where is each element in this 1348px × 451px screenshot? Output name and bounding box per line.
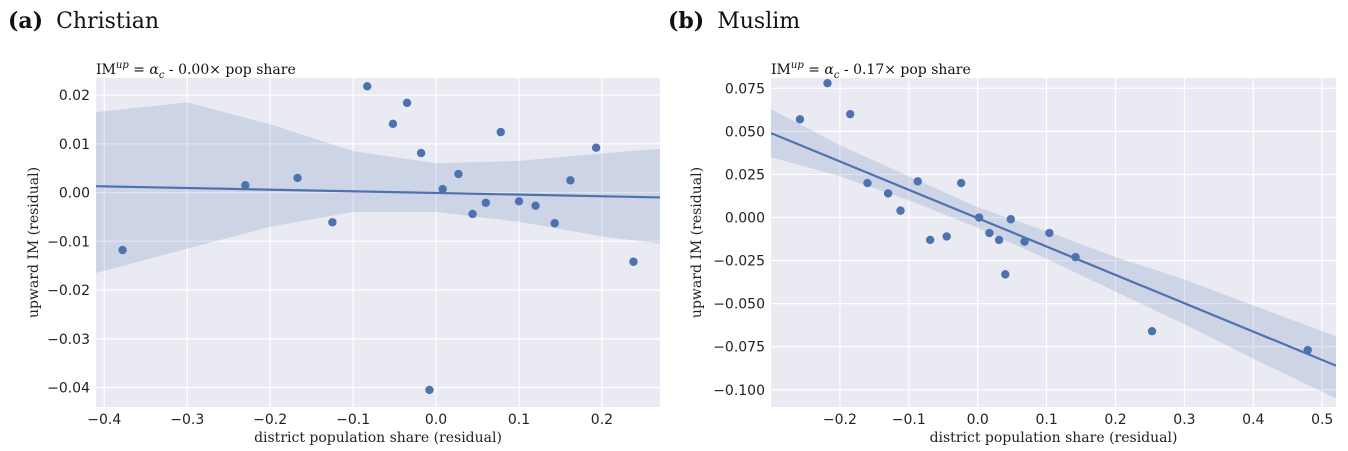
y-tick-label: 0.01 [59,137,90,153]
data-point [974,213,984,222]
data-point [468,209,477,219]
panel-a-title: (a) Christian [8,8,159,34]
y-tick-label: 0.02 [59,88,90,104]
data-point [241,181,250,190]
data-point [1006,215,1015,224]
y-tick-label: 0.025 [725,167,765,183]
y-tick-label: 0.050 [725,124,765,140]
x-tick-label: −0.2 [253,412,287,428]
x-tick-label: 0.0 [967,412,989,428]
x-tick-label: 0.2 [1104,412,1126,428]
data-point [293,173,302,183]
plot-area [96,78,660,407]
data-point [388,119,398,129]
data-point [481,198,491,207]
data-point [1071,252,1080,262]
panel-b-title: (b) Muslim [668,8,800,34]
x-tick-label: −0.1 [336,412,370,428]
x-tick-label: −0.2 [823,412,857,428]
panel-b-name: Muslim [717,9,800,34]
data-point [425,385,434,395]
data-point [883,189,893,198]
data-point [913,177,922,186]
data-point [994,235,1004,245]
x-tick-label: 0.2 [591,412,613,428]
data-point [591,143,601,152]
confidence-band [771,109,1336,399]
data-point [402,98,412,108]
data-point [363,82,372,91]
y-tick-label: −0.050 [713,297,765,313]
y-tick-label: −0.075 [713,340,765,356]
x-tick-label: −0.4 [87,412,121,428]
data-point [514,197,524,206]
x-tick-label: 0.5 [1311,412,1333,428]
regression-line [771,132,1336,367]
regression-annotation: IMup = αc - 0.00× pop share [96,60,296,81]
data-point [416,148,426,158]
data-point [1303,345,1312,355]
x-tick-label: 0.4 [1242,412,1264,428]
regression-annotation: IMup = αc - 0.17× pop share [771,60,971,81]
regression-line [96,185,660,199]
y-axis-label: upward IM (residual) [26,167,42,318]
y-tick-label: 0.075 [725,81,765,97]
y-tick-label: −0.03 [47,332,90,348]
data-point [454,169,463,179]
data-point [985,228,994,238]
data-point [118,245,127,255]
chart-panel-muslim: −0.2 −0.1 0.0 0.1 0.2 0.3 0.4 0.5 0.075 0.050 0.02… [689,60,1336,446]
x-tick-label: 0.3 [1173,412,1195,428]
confidence-band [96,102,660,274]
y-tick-label: −0.02 [47,283,90,299]
data-point [438,184,447,194]
y-axis-label: upward IM (residual) [689,167,705,318]
data-point [531,201,540,210]
data-point [496,127,505,137]
x-tick-label: −0.1 [892,412,926,428]
x-tick-label: 0.0 [425,412,447,428]
data-point [823,78,832,88]
data-point [795,115,805,124]
data-point [550,219,559,228]
panel-b-label: (b) [668,8,704,34]
data-point [956,178,966,188]
data-point [846,109,855,119]
x-tick-label: −0.3 [170,412,204,428]
y-tick-label: −0.100 [713,383,765,399]
data-point [328,218,337,227]
x-axis-label: district population share (residual) [930,430,1178,446]
data-point [925,235,935,245]
data-point [942,232,951,241]
x-tick-label: 0.1 [508,412,530,428]
y-tick-label: −0.01 [47,234,90,250]
panel-a-label: (a) [8,8,43,34]
data-point [566,176,575,185]
x-tick-label: 0.1 [1035,412,1057,428]
y-tick-label: −0.025 [713,254,765,270]
data-point [629,257,638,266]
data-point [863,178,872,188]
panel-a-name: Christian [56,9,159,34]
data-point [1147,327,1157,336]
data-point [1001,270,1010,279]
y-tick-label: 0.000 [725,211,765,227]
data-point [896,206,905,215]
data-point [1020,237,1029,246]
y-tick-label: −0.04 [47,381,90,397]
chart-panel-christian: −0.4 −0.3 −0.2 −0.1 0.0 0.1 0.2 0.02 0.01 0.00 −0.… [26,60,660,446]
plot-area [771,78,1336,407]
data-point [1045,228,1054,238]
x-axis-label: district population share (residual) [254,430,502,446]
y-tick-label: 0.00 [59,186,90,202]
